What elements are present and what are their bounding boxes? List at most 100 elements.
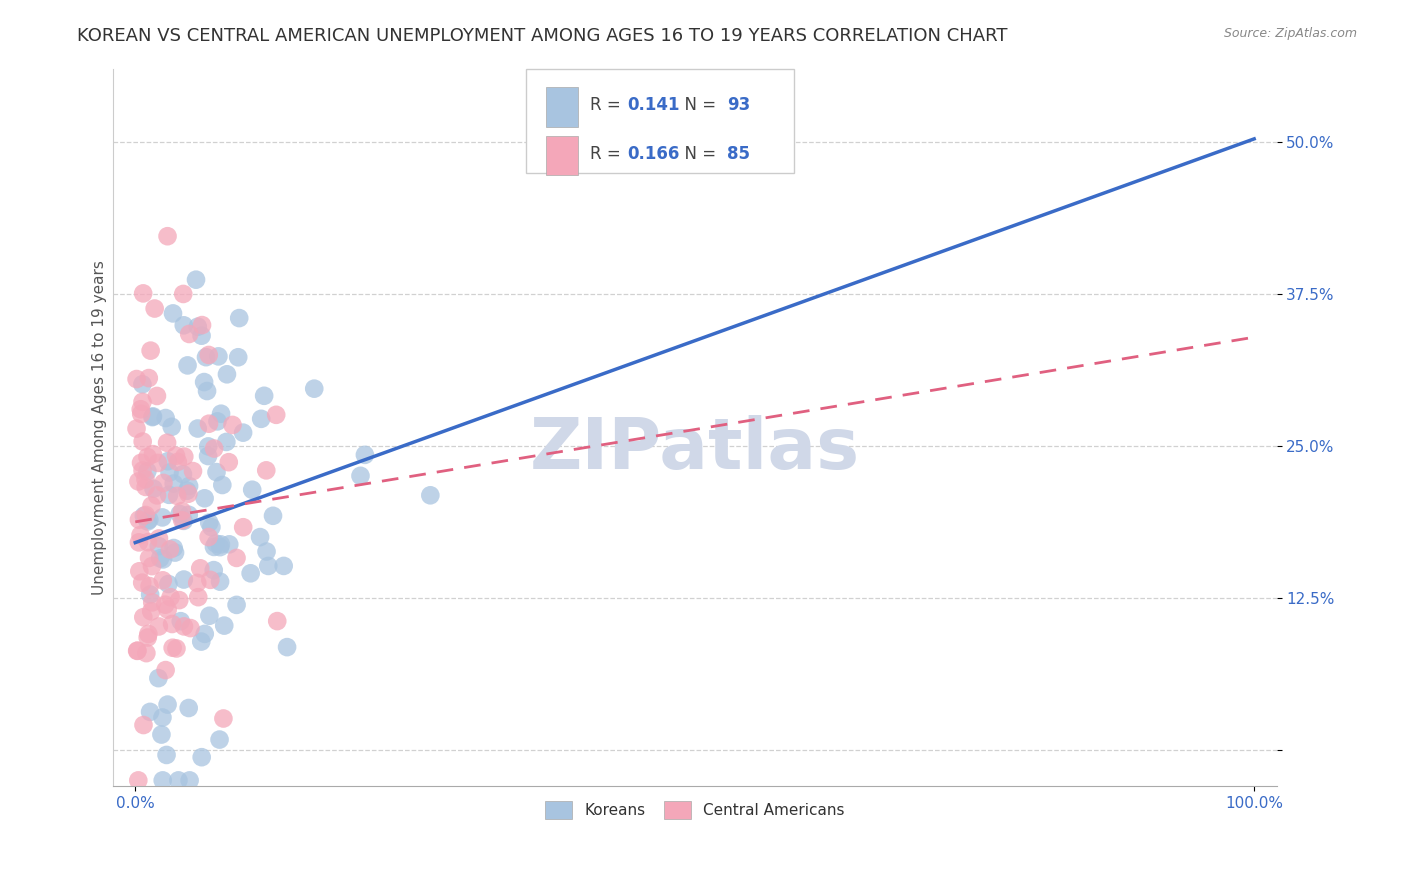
- Point: [167, 593, 190, 607]
- Text: N =: N =: [673, 96, 721, 114]
- Point: [239, 566, 262, 581]
- Point: [193, 375, 215, 389]
- Point: [173, 318, 195, 333]
- Point: [188, 561, 211, 575]
- Text: 93: 93: [727, 96, 751, 114]
- Text: 0.166: 0.166: [627, 145, 679, 162]
- Point: [202, 442, 225, 456]
- Point: [225, 550, 247, 565]
- Point: [155, 747, 177, 762]
- Legend: Koreans, Central Americans: Koreans, Central Americans: [538, 795, 851, 825]
- Point: [152, 710, 174, 724]
- Point: [226, 351, 249, 365]
- Point: [172, 287, 194, 301]
- Point: [207, 414, 229, 428]
- Point: [198, 516, 221, 530]
- Point: [135, 480, 157, 494]
- Point: [173, 619, 195, 633]
- Point: [179, 326, 201, 341]
- Point: [141, 604, 163, 618]
- Point: [177, 479, 200, 493]
- Point: [159, 466, 181, 480]
- Point: [194, 491, 217, 506]
- Point: [131, 395, 153, 409]
- Point: [197, 348, 219, 362]
- Point: [132, 718, 155, 732]
- Point: [212, 618, 235, 632]
- Point: [218, 455, 240, 469]
- Point: [212, 711, 235, 725]
- Point: [136, 535, 159, 549]
- Point: [142, 447, 165, 461]
- Point: [172, 467, 194, 482]
- Point: [218, 537, 240, 551]
- Point: [142, 409, 165, 424]
- Point: [135, 646, 157, 660]
- Point: [262, 508, 284, 523]
- Point: [173, 450, 195, 464]
- Point: [148, 539, 170, 553]
- Point: [172, 513, 194, 527]
- Point: [179, 773, 201, 788]
- Point: [273, 558, 295, 573]
- Point: [136, 450, 159, 464]
- Point: [202, 540, 225, 554]
- Point: [159, 590, 181, 604]
- Point: [173, 514, 195, 528]
- Point: [129, 456, 152, 470]
- Point: [208, 732, 231, 747]
- Point: [249, 530, 271, 544]
- Point: [131, 575, 153, 590]
- FancyBboxPatch shape: [546, 87, 578, 127]
- Point: [143, 301, 166, 316]
- Point: [169, 507, 191, 521]
- Point: [129, 528, 152, 542]
- Point: [176, 483, 198, 498]
- Point: [142, 482, 165, 496]
- Text: R =: R =: [591, 145, 626, 162]
- Point: [129, 407, 152, 421]
- Point: [211, 478, 233, 492]
- Point: [138, 550, 160, 565]
- Point: [165, 449, 187, 463]
- Point: [136, 515, 159, 529]
- Point: [128, 535, 150, 549]
- Point: [127, 644, 149, 658]
- Point: [155, 663, 177, 677]
- Point: [157, 577, 180, 591]
- Point: [194, 627, 217, 641]
- Point: [209, 537, 232, 551]
- Point: [141, 559, 163, 574]
- Point: [179, 621, 201, 635]
- FancyBboxPatch shape: [546, 136, 578, 175]
- Point: [209, 540, 232, 554]
- Point: [266, 614, 288, 628]
- Point: [129, 402, 152, 417]
- Point: [187, 590, 209, 604]
- Point: [125, 422, 148, 436]
- Point: [141, 410, 163, 425]
- Point: [256, 544, 278, 558]
- Point: [162, 306, 184, 320]
- Point: [127, 773, 149, 788]
- Point: [136, 464, 159, 478]
- Point: [195, 384, 218, 398]
- Point: [148, 619, 170, 633]
- Point: [132, 610, 155, 624]
- Point: [253, 389, 276, 403]
- Point: [198, 608, 221, 623]
- Point: [163, 545, 186, 559]
- Point: [127, 475, 149, 489]
- Point: [304, 382, 326, 396]
- Point: [132, 286, 155, 301]
- Point: [184, 273, 207, 287]
- Point: [166, 489, 188, 503]
- Point: [139, 343, 162, 358]
- Text: 0.141: 0.141: [627, 96, 679, 114]
- Point: [132, 508, 155, 523]
- Point: [186, 575, 208, 590]
- Point: [152, 773, 174, 788]
- Point: [166, 455, 188, 469]
- Point: [150, 727, 173, 741]
- Point: [135, 508, 157, 522]
